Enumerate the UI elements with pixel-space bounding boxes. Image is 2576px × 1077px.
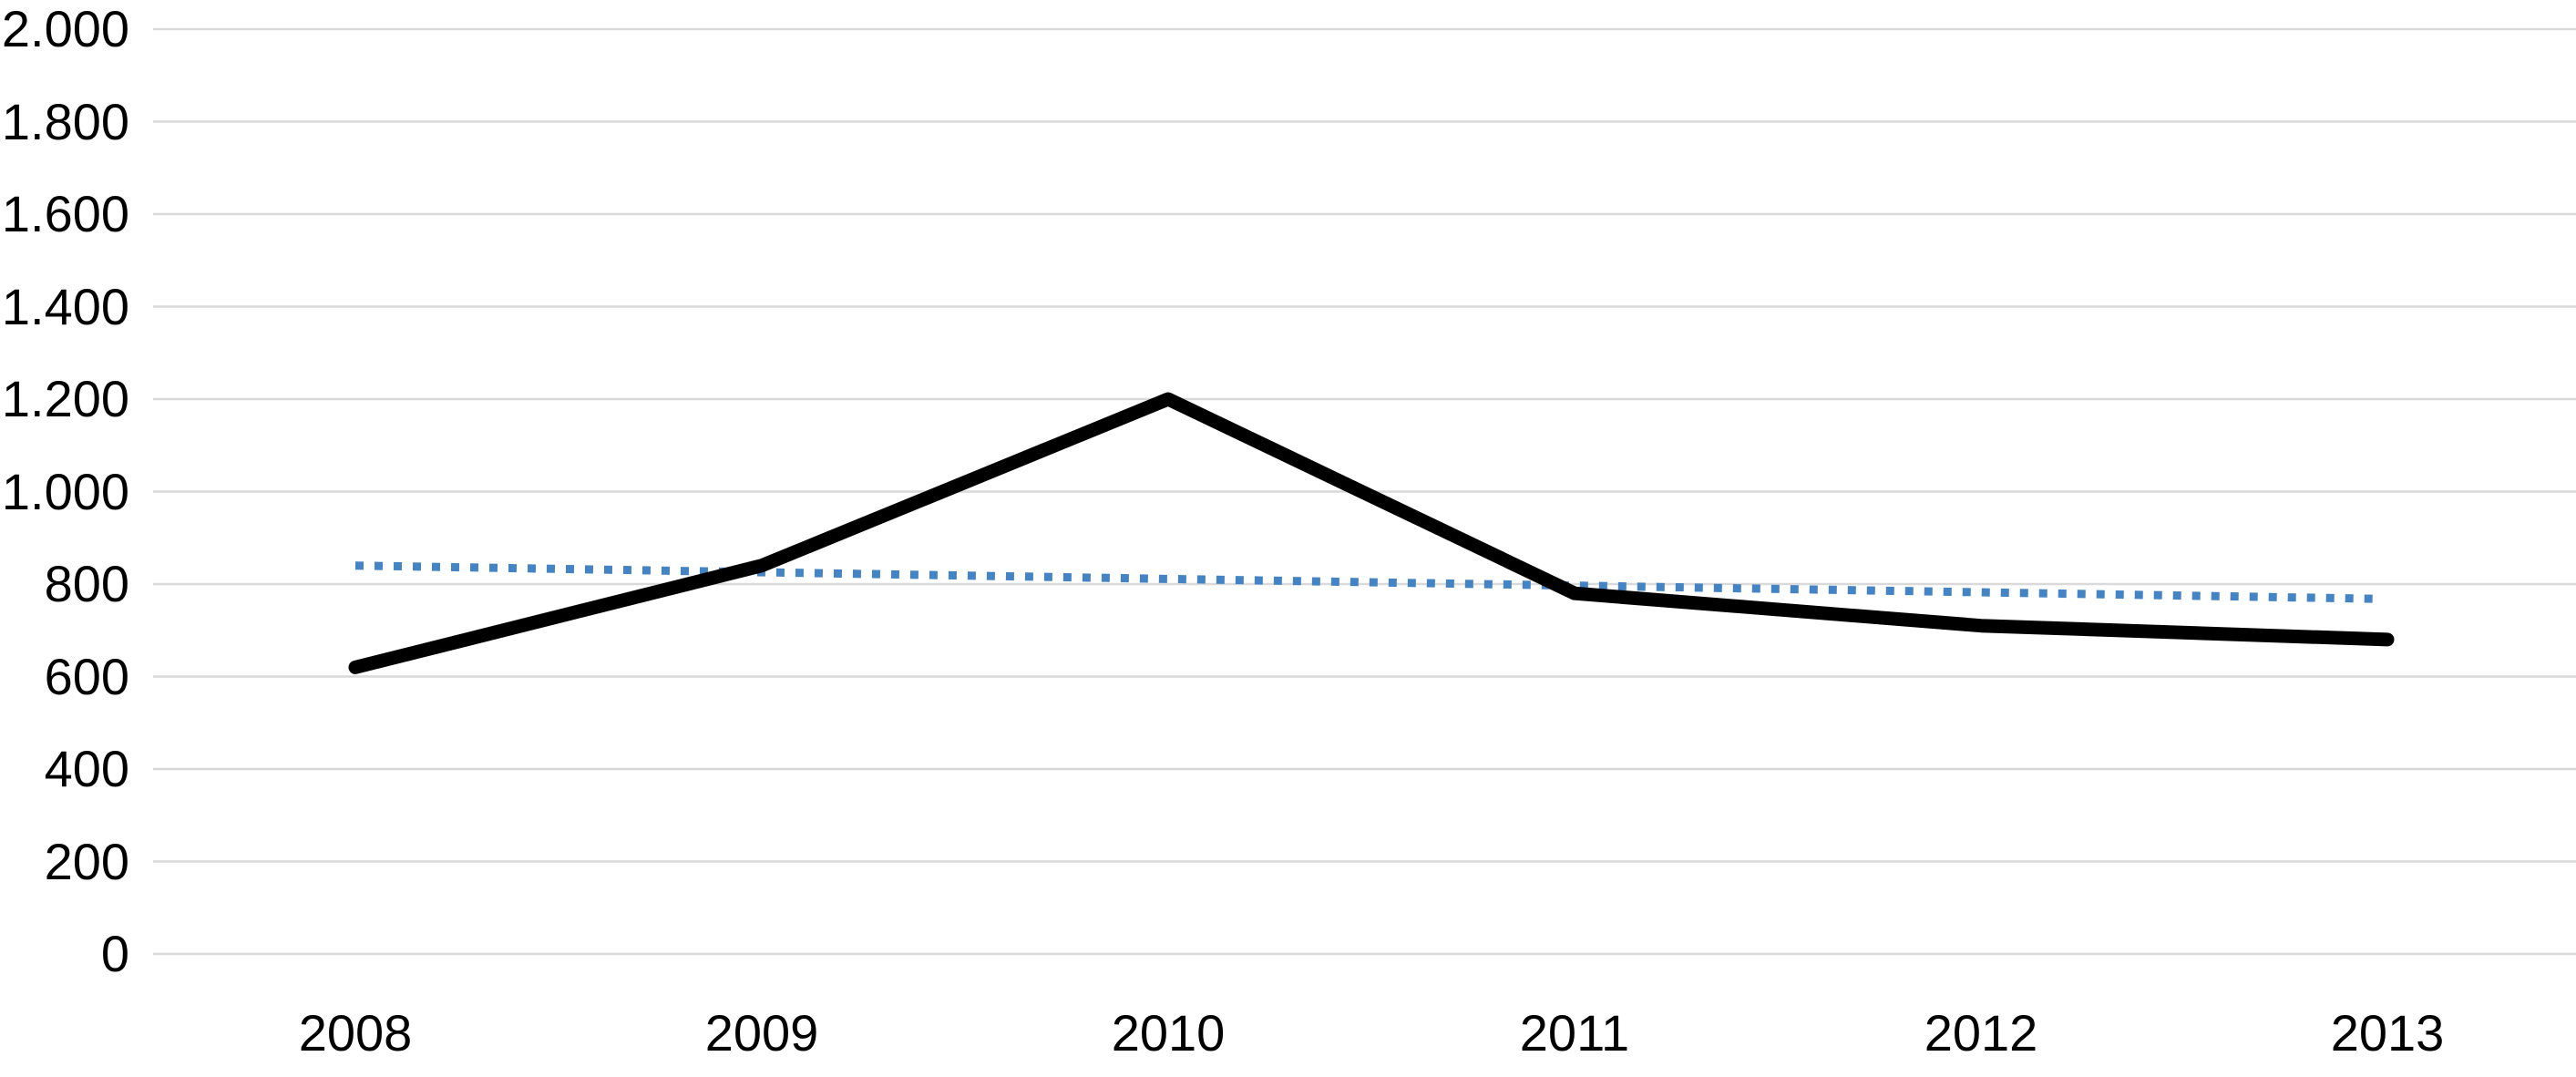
y-tick-label: 0	[100, 925, 129, 982]
x-tick-label: 2009	[704, 1004, 819, 1062]
y-tick-label: 1.400	[1, 277, 129, 335]
x-tick-label: 2011	[1519, 1004, 1630, 1062]
main-series-line	[348, 392, 2395, 674]
y-tick-label: 1.000	[1, 462, 129, 520]
y-tick-label: 2.000	[1, 0, 129, 57]
x-tick-label: 2013	[2330, 1004, 2445, 1062]
y-tick-label: 400	[44, 740, 129, 797]
x-tick-label: 2008	[298, 1004, 413, 1062]
y-tick-label: 1.600	[1, 185, 129, 242]
y-tick-label: 200	[44, 832, 129, 890]
main-series-group	[348, 392, 2395, 674]
x-tick-label: 2010	[1111, 1004, 1226, 1062]
trendline	[354, 561, 2379, 603]
y-tick-label: 800	[44, 555, 129, 612]
y-tick-label: 600	[44, 647, 129, 705]
y-tick-label: 1.800	[1, 92, 129, 150]
y-tick-label: 1.200	[1, 370, 129, 427]
x-tick-label: 2012	[1924, 1004, 2038, 1062]
trendline-group	[354, 561, 2379, 603]
